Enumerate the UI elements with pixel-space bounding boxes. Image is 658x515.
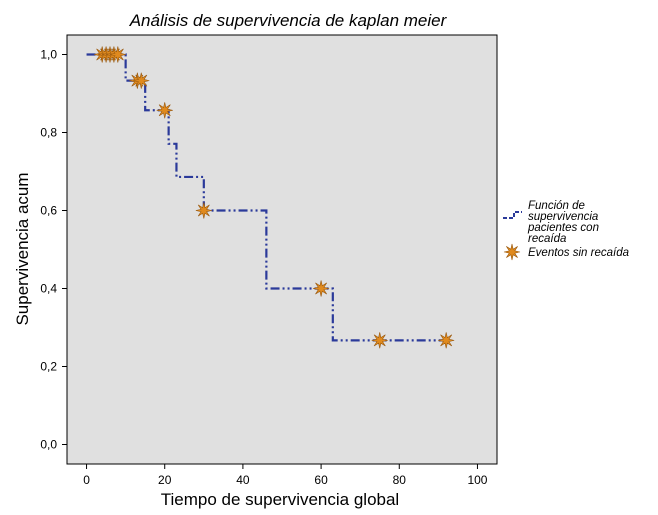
x-tick-label: 40 (236, 473, 250, 487)
x-axis-label: Tiempo de supervivencia global (161, 490, 399, 509)
x-tick-label: 80 (393, 473, 407, 487)
x-tick-label: 0 (83, 473, 90, 487)
censored-marker (195, 202, 212, 219)
censored-marker (156, 102, 173, 119)
x-tick-label: 20 (158, 473, 172, 487)
censored-marker (133, 72, 150, 89)
legend: Función de supervivencia pacientes con reca… (503, 200, 629, 261)
censored-marker (371, 332, 388, 349)
plot-area (66, 34, 498, 465)
chart-title: Análisis de supervivencia de kaplan meie… (129, 11, 448, 30)
censored-markers (94, 46, 455, 349)
legend-item-censored: Eventos sin recaída (503, 243, 629, 261)
legend-label-censored: Eventos sin recaída (528, 247, 629, 259)
censored-marker (109, 46, 126, 63)
x-tick-label: 100 (467, 473, 487, 487)
legend-label-survival-function: Función de supervivencia pacientes con reca… (527, 200, 599, 245)
legend-star-marker-icon (503, 243, 521, 261)
y-axis-label: Supervivencia acum (13, 172, 32, 325)
censored-marker (438, 332, 455, 349)
legend-item-survival-function: Función de supervivencia pacientes con reca… (503, 200, 599, 245)
x-tick-label: 60 (314, 473, 328, 487)
y-tick-label: 0,0 (40, 438, 57, 452)
legend-star-marker (503, 243, 521, 261)
y-tick-label: 0,2 (40, 360, 57, 374)
y-tick-label: 0,4 (40, 282, 57, 296)
y-tick-label: 0,6 (40, 204, 57, 218)
y-tick-label: 0,8 (40, 126, 57, 140)
y-tick-label: 1,0 (40, 48, 57, 62)
censored-marker (313, 280, 330, 297)
legend-step-line-swatch (503, 211, 522, 219)
y-axis-ticks: 0,0 0,2 0,4 0,6 0,8 1,0 (40, 48, 67, 452)
x-axis-ticks: 0 20 40 60 80 100 (83, 464, 488, 487)
